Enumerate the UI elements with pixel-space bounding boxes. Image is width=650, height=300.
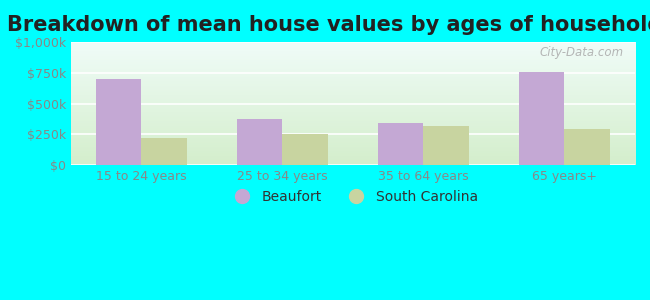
Bar [564,129,610,165]
Bar [519,72,564,165]
Bar [142,138,187,165]
Text: City-Data.com: City-Data.com [540,46,624,59]
Bar [283,134,328,165]
Bar [378,123,424,165]
Title: Breakdown of mean house values by ages of householders: Breakdown of mean house values by ages o… [6,15,650,35]
Legend: Beaufort, South Carolina: Beaufort, South Carolina [222,184,484,210]
Bar [237,119,283,165]
Bar [96,79,142,165]
Bar [424,126,469,165]
